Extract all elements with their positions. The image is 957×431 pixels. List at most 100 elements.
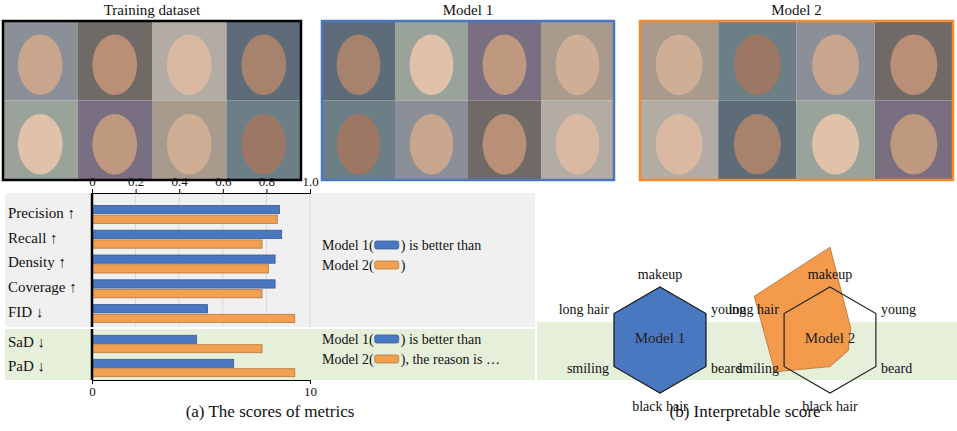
photo-face bbox=[410, 114, 454, 174]
category-label: Precision ↑ bbox=[8, 205, 75, 221]
tick: 1.0 bbox=[302, 174, 318, 193]
photo-face bbox=[656, 35, 703, 95]
annotation-part: ) is better than bbox=[401, 238, 481, 254]
annotation-part: ( bbox=[369, 352, 374, 368]
value-axis: 00.20.40.60.81.0 bbox=[89, 174, 318, 194]
category-axis-line bbox=[91, 329, 94, 380]
photo-face bbox=[92, 35, 137, 95]
tick-label: 0.2 bbox=[128, 174, 144, 189]
photo-face bbox=[556, 114, 600, 174]
tick-mark bbox=[223, 189, 224, 193]
chart-background bbox=[5, 193, 535, 327]
bars bbox=[92, 335, 295, 376]
legend-swatch bbox=[375, 335, 399, 343]
annotation: Model 1() is better thanModel 2() bbox=[322, 238, 481, 274]
series-name: Model 1 bbox=[322, 238, 369, 253]
tick: 0.8 bbox=[259, 174, 275, 193]
bar bbox=[92, 335, 197, 343]
bar bbox=[92, 265, 269, 273]
photo-face bbox=[337, 35, 381, 95]
photo-face bbox=[337, 114, 381, 174]
photo-face bbox=[890, 114, 937, 174]
photo-placeholder bbox=[468, 21, 541, 101]
radar-axis-label: long hair bbox=[729, 302, 779, 317]
annotation-part: ( bbox=[369, 332, 374, 348]
caption: (a) The scores of metrics bbox=[186, 402, 355, 421]
annotation-text: Model 2( bbox=[322, 352, 374, 368]
annotation-text: Model 1( bbox=[322, 238, 374, 254]
photo-placeholder bbox=[797, 101, 875, 181]
category-label: SaD ↓ bbox=[8, 334, 45, 350]
tick-label: 0 bbox=[89, 384, 96, 399]
tick: 0.2 bbox=[128, 174, 144, 193]
annotation-text: Model 1( bbox=[322, 332, 374, 348]
photo-face bbox=[167, 35, 212, 95]
radar-axis-label: smiling bbox=[567, 361, 609, 376]
photo-face bbox=[410, 35, 454, 95]
photo-placeholder bbox=[875, 21, 953, 101]
panel-border bbox=[640, 21, 953, 180]
photo-face bbox=[656, 114, 703, 174]
annotation-text: Model 2( bbox=[322, 258, 374, 274]
annotation: Model 1() is better thanModel 2(), the r… bbox=[322, 332, 500, 368]
value-axis: 010 bbox=[89, 380, 317, 399]
photo-placeholder bbox=[395, 21, 468, 101]
bar bbox=[92, 369, 295, 377]
tick-mark bbox=[92, 189, 93, 193]
tick-label: 1.0 bbox=[302, 174, 318, 189]
radar-axis-label: smiling bbox=[737, 361, 779, 376]
bar bbox=[92, 240, 262, 248]
series-name: Model 2 bbox=[322, 258, 369, 273]
photo-face bbox=[734, 114, 781, 174]
photo-face bbox=[734, 35, 781, 95]
radar-panel: makeupyoungbeardblack hairsmilinglong ha… bbox=[537, 247, 957, 413]
bar bbox=[92, 359, 234, 367]
chart-background bbox=[5, 329, 535, 380]
tick-mark bbox=[179, 189, 180, 193]
tick-mark bbox=[266, 189, 267, 193]
reference-hexagon bbox=[614, 287, 706, 393]
axis-line bbox=[93, 381, 311, 385]
bar bbox=[92, 290, 262, 298]
tick-label: 0 bbox=[89, 174, 96, 189]
photo-face bbox=[556, 35, 600, 95]
bar bbox=[92, 230, 282, 238]
photo-placeholder bbox=[541, 21, 614, 101]
photo-placeholder bbox=[322, 21, 395, 101]
tick-label: 0.4 bbox=[172, 174, 189, 189]
series-name: Model 2 bbox=[322, 352, 369, 367]
category-label: Recall ↑ bbox=[8, 230, 58, 246]
photo-placeholder bbox=[395, 101, 468, 181]
bar bbox=[92, 305, 208, 313]
photo-placeholder bbox=[797, 21, 875, 101]
panel-border bbox=[322, 21, 614, 180]
bar-chart: Precision ↑Recall ↑Density ↑Coverage ↑FI… bbox=[5, 174, 535, 327]
photo-face bbox=[241, 35, 286, 95]
radar-axis-label: makeup bbox=[638, 267, 682, 282]
radar-axis-label: beard bbox=[881, 361, 912, 376]
radar-axis-label: long hair bbox=[559, 302, 609, 317]
photo-placeholder bbox=[227, 21, 302, 101]
legend-swatch bbox=[375, 241, 399, 249]
category-label: PaD ↓ bbox=[8, 358, 45, 374]
panel-title: Model 2 bbox=[771, 2, 821, 18]
photo-placeholder bbox=[152, 101, 227, 181]
image-panel: Model 2 bbox=[640, 2, 953, 180]
tick-mark bbox=[136, 189, 137, 193]
photo-placeholder bbox=[718, 101, 796, 181]
grid-line bbox=[92, 193, 93, 327]
photo-placeholder bbox=[640, 101, 718, 181]
tick-mark bbox=[310, 189, 311, 193]
bar-chart: SaD ↓ PaD ↓ 010 Model 1() is better thanMod… bbox=[5, 329, 535, 399]
radar-area bbox=[614, 287, 706, 393]
photo-placeholder bbox=[640, 21, 718, 101]
photo-face bbox=[812, 114, 859, 174]
radar-axis-label: makeup bbox=[808, 267, 852, 282]
photo-placeholder bbox=[541, 101, 614, 181]
panel-title: Model 1 bbox=[443, 2, 493, 18]
annotation-part: ( bbox=[369, 258, 374, 274]
photo-face bbox=[483, 35, 527, 95]
photo-placeholder bbox=[227, 101, 302, 181]
panel-border bbox=[3, 21, 301, 180]
grid-line bbox=[310, 193, 311, 327]
